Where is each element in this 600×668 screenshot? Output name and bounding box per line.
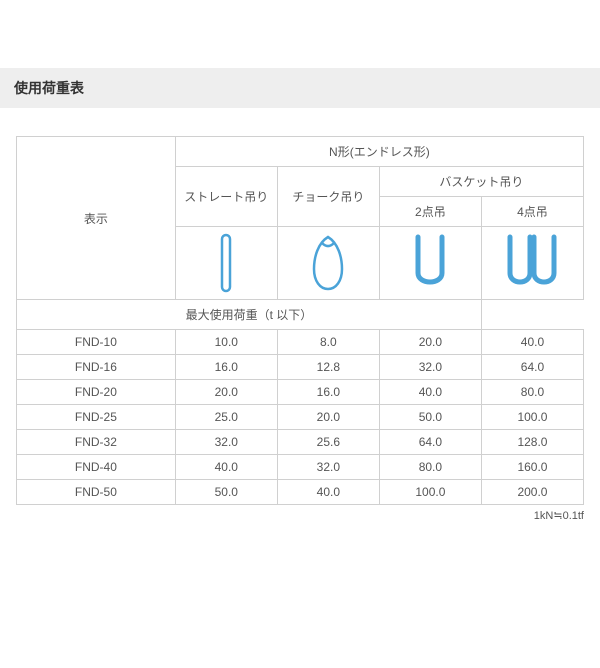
section-title: 使用荷重表 [0,68,600,108]
header-two-point: 2点吊 [379,197,481,227]
icon-choke [277,227,379,300]
row-name: FND-50 [17,480,176,505]
row-value: 32.0 [379,355,481,380]
row-value: 50.0 [379,405,481,430]
table-row: FND-4040.032.080.0160.0 [17,455,584,480]
table-row: FND-2020.016.040.080.0 [17,380,584,405]
icon-basket-2 [379,227,481,300]
row-name: FND-16 [17,355,176,380]
header-basket: バスケット吊り [379,167,583,197]
row-value: 100.0 [379,480,481,505]
row-value: 160.0 [481,455,583,480]
row-value: 8.0 [277,330,379,355]
row-value: 200.0 [481,480,583,505]
load-table: 表示 N形(エンドレス形) ストレート吊り チョーク吊り バスケット吊り 2点吊… [16,136,584,505]
row-value: 40.0 [175,455,277,480]
table-row: FND-1010.08.020.040.0 [17,330,584,355]
row-value: 12.8 [277,355,379,380]
header-straight: ストレート吊り [175,167,277,227]
table-row: FND-1616.012.832.064.0 [17,355,584,380]
icon-basket-4 [481,227,583,300]
row-name: FND-10 [17,330,176,355]
row-value: 128.0 [481,430,583,455]
row-value: 20.0 [379,330,481,355]
header-four-point: 4点吊 [481,197,583,227]
row-value: 100.0 [481,405,583,430]
row-name: FND-40 [17,455,176,480]
row-value: 80.0 [481,380,583,405]
row-value: 50.0 [175,480,277,505]
table-row: FND-2525.020.050.0100.0 [17,405,584,430]
row-value: 20.0 [277,405,379,430]
load-table-container: 表示 N形(エンドレス形) ストレート吊り チョーク吊り バスケット吊り 2点吊… [0,136,600,505]
row-value: 25.0 [175,405,277,430]
table-row: FND-3232.025.664.0128.0 [17,430,584,455]
row-value: 16.0 [277,380,379,405]
row-value: 64.0 [481,355,583,380]
row-value: 10.0 [175,330,277,355]
header-display: 表示 [17,137,176,300]
row-value: 16.0 [175,355,277,380]
row-value: 40.0 [481,330,583,355]
row-value: 64.0 [379,430,481,455]
row-value: 20.0 [175,380,277,405]
row-value: 80.0 [379,455,481,480]
row-value: 25.6 [277,430,379,455]
row-name: FND-20 [17,380,176,405]
footnote: 1kN≒0.1tf [0,505,600,522]
row-name: FND-25 [17,405,176,430]
icon-straight [175,227,277,300]
row-value: 32.0 [277,455,379,480]
row-name: FND-32 [17,430,176,455]
table-row: FND-5050.040.0100.0200.0 [17,480,584,505]
header-max-load: 最大使用荷重（t 以下） [17,300,482,330]
header-choke: チョーク吊り [277,167,379,227]
header-ntype: N形(エンドレス形) [175,137,583,167]
row-value: 40.0 [277,480,379,505]
row-value: 40.0 [379,380,481,405]
row-value: 32.0 [175,430,277,455]
